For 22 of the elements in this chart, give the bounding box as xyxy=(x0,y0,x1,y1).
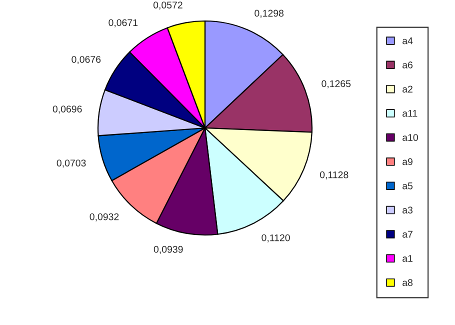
data-label: 0,1128 xyxy=(320,171,348,180)
legend-label: a2 xyxy=(402,86,412,93)
data-label: 0,1298 xyxy=(254,10,284,18)
data-label: 0,0703 xyxy=(56,160,86,168)
legend-label: a10 xyxy=(402,134,418,141)
legend-label: a4 xyxy=(402,37,413,44)
legend-label: a3 xyxy=(402,206,413,214)
legend-label: a11 xyxy=(402,110,418,117)
legend-label: a8 xyxy=(402,279,413,286)
data-label: 0,0572 xyxy=(153,2,182,10)
legend-label: a1 xyxy=(402,255,412,262)
data-label: 0,0671 xyxy=(108,19,138,28)
data-label: 0,0696 xyxy=(52,106,82,114)
data-label: 0,0932 xyxy=(90,213,119,222)
legend-label: a7 xyxy=(402,230,412,238)
data-label: 0,0939 xyxy=(154,246,183,254)
legend-label: a9 xyxy=(402,158,412,166)
data-label: 0,1120 xyxy=(262,234,290,242)
legend-label: a5 xyxy=(402,182,413,190)
legend-label: a6 xyxy=(402,62,413,68)
data-label: 0,1265 xyxy=(322,80,351,88)
data-label: 0,0676 xyxy=(72,56,101,64)
